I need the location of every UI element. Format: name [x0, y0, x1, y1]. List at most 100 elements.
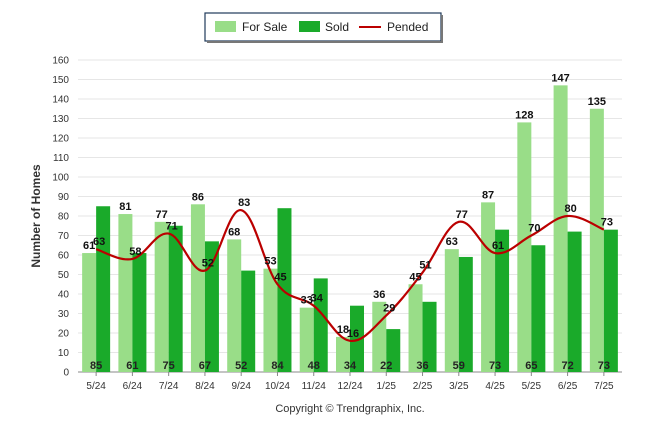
- x-tick-label: 4/25: [485, 381, 505, 392]
- bar-for-sale: [299, 307, 314, 372]
- x-tick-label: 1/25: [377, 381, 397, 392]
- pended-line: [95, 209, 605, 342]
- x-tick-label: 9/24: [231, 381, 251, 392]
- label-for-sale: 68: [228, 226, 240, 238]
- label-sold: 84: [271, 360, 284, 372]
- x-tick-label: 12/24: [337, 381, 362, 392]
- y-axis-ticks: 0 10 20 30 40 50 60 70 80 90 100 110 120 130 140 150 160: [52, 56, 69, 379]
- x-tick-label: 6/25: [558, 381, 578, 392]
- x-tick-label: 3/25: [449, 381, 469, 392]
- label-pended: 58: [129, 246, 141, 258]
- bar-sold: [132, 253, 147, 372]
- label-pended: 61: [492, 240, 504, 252]
- legend-swatch-sold: [299, 21, 320, 32]
- bar-sold: [168, 225, 183, 372]
- label-for-sale: 61: [83, 240, 95, 252]
- y-tick-label: 160: [52, 56, 69, 67]
- label-for-sale: 81: [119, 201, 131, 213]
- y-tick-label: 80: [58, 212, 70, 223]
- copyright-footer: Copyright © Trendgraphix, Inc.: [275, 403, 424, 415]
- y-tick-label: 110: [53, 153, 69, 164]
- bar-sold: [567, 231, 582, 372]
- y-tick-label: 140: [52, 95, 69, 106]
- label-pended: 52: [202, 258, 214, 270]
- label-sold: 85: [90, 360, 102, 372]
- x-tick-label: 8/24: [195, 381, 215, 392]
- label-for-sale: 18: [337, 324, 349, 336]
- bar-for-sale: [517, 122, 532, 373]
- y-tick-label: 90: [58, 192, 70, 203]
- y-tick-label: 20: [58, 329, 70, 340]
- x-tick-label: 5/24: [86, 381, 106, 392]
- bar-for-sale: [336, 336, 350, 372]
- label-for-sale: 86: [192, 191, 204, 203]
- bars: [82, 85, 618, 373]
- label-sold: 48: [308, 360, 320, 372]
- label-pended: 45: [274, 271, 286, 283]
- bar-for-sale: [118, 214, 133, 372]
- label-sold: 34: [344, 360, 357, 372]
- label-pended: 83: [238, 197, 250, 209]
- x-tick-label: 10/24: [265, 381, 290, 392]
- label-sold: 73: [598, 360, 610, 372]
- bar-for-sale: [82, 253, 97, 372]
- label-pended: 29: [383, 302, 395, 314]
- legend-swatch-for-sale: [215, 21, 236, 32]
- bar-for-sale: [408, 284, 423, 372]
- label-sold: 75: [163, 360, 175, 372]
- label-sold: 65: [525, 360, 537, 372]
- bar-sold: [241, 270, 256, 372]
- legend-label-pended: Pended: [387, 20, 428, 34]
- label-pended: 73: [601, 217, 613, 229]
- label-pended: 77: [456, 209, 468, 221]
- data-labels: 61 85 81 61 77 75 86 67 68 52 53 84 33 48 18 34 36 22 45 36…: [83, 72, 613, 372]
- y-axis-title: Number of Homes: [29, 164, 43, 268]
- bar-sold: [386, 329, 401, 372]
- bar-for-sale: [481, 202, 496, 372]
- x-tick-label: 7/24: [159, 381, 179, 392]
- label-for-sale: 135: [588, 96, 606, 108]
- label-for-sale: 36: [373, 289, 385, 301]
- label-for-sale: 33: [301, 295, 313, 307]
- y-tick-label: 120: [52, 134, 69, 145]
- y-tick-label: 50: [58, 270, 70, 281]
- bar-for-sale: [227, 239, 242, 372]
- bar-sold: [495, 229, 510, 372]
- label-sold: 67: [199, 360, 211, 372]
- bar-sold: [96, 206, 111, 372]
- bar-sold: [313, 278, 328, 372]
- label-pended: 16: [347, 328, 359, 340]
- label-for-sale: 147: [551, 72, 569, 84]
- bar-for-sale: [553, 85, 568, 372]
- bar-sold: [350, 305, 364, 372]
- pended-series-line: [95, 209, 605, 342]
- label-sold: 73: [489, 360, 501, 372]
- y-tick-label: 30: [58, 309, 70, 320]
- label-sold: 22: [380, 360, 392, 372]
- label-pended: 71: [166, 221, 178, 233]
- label-for-sale: 87: [482, 189, 494, 201]
- label-pended: 34: [311, 293, 324, 305]
- legend-shadow-bottom: [207, 41, 443, 43]
- label-for-sale: 63: [446, 236, 458, 248]
- label-for-sale: 128: [515, 109, 533, 121]
- legend-shadow: [441, 15, 443, 43]
- label-sold: 52: [235, 360, 247, 372]
- label-sold: 59: [453, 360, 465, 372]
- label-sold: 72: [561, 360, 573, 372]
- bar-for-sale: [444, 249, 459, 372]
- x-tick-label: 6/24: [123, 381, 143, 392]
- bar-for-sale: [589, 108, 604, 372]
- y-tick-label: 40: [58, 290, 70, 301]
- x-axis-ticks: 5/24 6/24 7/24 8/24 9/24 10/24 11/24 12/24 1/25 2…: [86, 372, 614, 392]
- y-tick-label: 10: [58, 348, 70, 359]
- bar-sold: [204, 241, 219, 372]
- y-tick-label: 0: [63, 368, 69, 379]
- label-pended: 80: [564, 203, 576, 215]
- bar-for-sale: [263, 268, 278, 372]
- label-pended: 70: [528, 223, 540, 235]
- y-tick-label: 100: [52, 173, 69, 184]
- legend: For Sale Sold Pended: [204, 12, 443, 43]
